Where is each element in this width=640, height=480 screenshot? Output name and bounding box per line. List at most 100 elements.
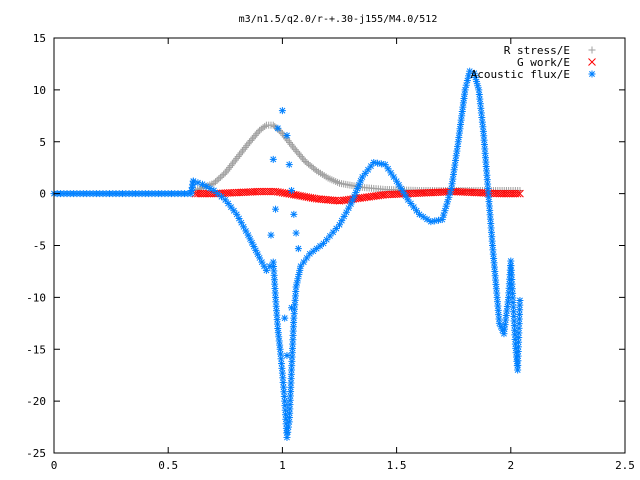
data-point-d2 (510, 308, 517, 315)
data-point (224, 199, 232, 207)
data-point-d2 (254, 251, 261, 258)
data-point-d2 (300, 259, 307, 266)
data-point-d2 (313, 245, 320, 252)
data-point (364, 166, 372, 174)
data-point-d2 (514, 367, 521, 373)
data-point-d2 (281, 398, 288, 405)
data-point (516, 187, 524, 195)
data-point (254, 128, 262, 136)
data-point-d2 (271, 187, 280, 196)
data-point (449, 175, 457, 183)
data-point-d2 (473, 78, 480, 85)
data-point (287, 140, 295, 148)
data-point-d2 (509, 290, 516, 297)
data-point-d2 (194, 179, 201, 186)
data-point-d2 (513, 189, 522, 198)
data-point (478, 118, 486, 126)
data-point-d2 (504, 298, 511, 305)
data-point (284, 428, 292, 436)
data-point (448, 180, 456, 188)
data-point (514, 366, 522, 374)
data-point-d2 (230, 207, 237, 214)
data-point-d2 (413, 207, 420, 214)
axes (53, 37, 626, 454)
data-point (397, 185, 405, 193)
data-point (240, 145, 248, 153)
data-point-d2 (452, 157, 459, 164)
data-point-d2 (207, 185, 214, 192)
data-point (451, 161, 459, 169)
data-point (212, 178, 220, 186)
data-point-d2 (280, 388, 287, 395)
data-point-d2 (510, 304, 517, 311)
data-point-d2 (420, 213, 427, 220)
data-point-d2 (516, 302, 523, 309)
data-point-d2 (500, 330, 507, 337)
data-point-d2 (424, 216, 431, 223)
data-point (267, 231, 275, 239)
data-point-d2 (474, 82, 481, 89)
data-point (454, 142, 462, 150)
data-point-d2 (509, 294, 516, 301)
series-3 (50, 67, 524, 441)
data-point-d2 (281, 393, 288, 400)
data-point-d2 (395, 181, 402, 188)
data-point-d2 (292, 292, 299, 299)
data-point-d2 (516, 306, 523, 313)
data-point-d2 (345, 205, 352, 212)
data-point (294, 149, 302, 157)
data-point (516, 189, 524, 198)
data-point-d2 (247, 235, 254, 242)
legend-marker (588, 58, 596, 66)
data-point-d2 (302, 193, 311, 201)
x-tick-label: 2.5 (615, 459, 635, 472)
data-point-d2 (431, 217, 438, 224)
data-point-d2 (515, 353, 522, 360)
data-point-d2 (459, 104, 466, 111)
data-point (515, 310, 523, 318)
data-point-d2 (515, 329, 522, 336)
data-point-d2 (359, 174, 366, 181)
data-point-d2 (284, 429, 291, 436)
data-point-d2 (454, 143, 461, 150)
data-point (393, 177, 401, 185)
data-point-d2 (274, 125, 281, 132)
data-point-d2 (276, 188, 284, 197)
data-point-d2 (290, 332, 297, 339)
data-point-d2 (283, 352, 290, 359)
data-point (228, 160, 236, 168)
data-point-d2 (448, 185, 455, 192)
data-point-d2 (502, 317, 509, 324)
data-point-d2 (199, 181, 206, 188)
data-point-d2 (516, 297, 523, 304)
data-point-d2 (280, 189, 289, 197)
data-point (279, 378, 287, 386)
data-point-d2 (463, 82, 470, 89)
data-point (306, 250, 314, 258)
data-point (218, 172, 226, 180)
data-point-d2 (416, 211, 423, 218)
data-point-d2 (288, 187, 295, 194)
data-point (241, 143, 249, 151)
data-point-d2 (455, 134, 462, 141)
x-tick-label: 1 (279, 459, 286, 472)
data-point (227, 162, 235, 170)
data-point (246, 138, 254, 146)
data-point-d2 (290, 323, 297, 330)
data-point-d2 (270, 156, 277, 163)
data-point (296, 151, 304, 159)
data-point (238, 147, 246, 155)
data-point-d2 (496, 320, 503, 327)
data-point-d2 (248, 239, 255, 246)
data-point-d2 (287, 392, 294, 399)
data-point-d2 (291, 310, 298, 317)
data-point (274, 124, 282, 132)
data-point-d2 (510, 299, 517, 306)
data-point-d2 (516, 320, 523, 327)
data-point (258, 258, 266, 266)
data-point (221, 196, 229, 204)
data-point-d2 (288, 358, 295, 365)
data-point-d2 (502, 321, 509, 328)
data-point-d2 (449, 180, 456, 187)
data-point-d2 (508, 267, 515, 274)
